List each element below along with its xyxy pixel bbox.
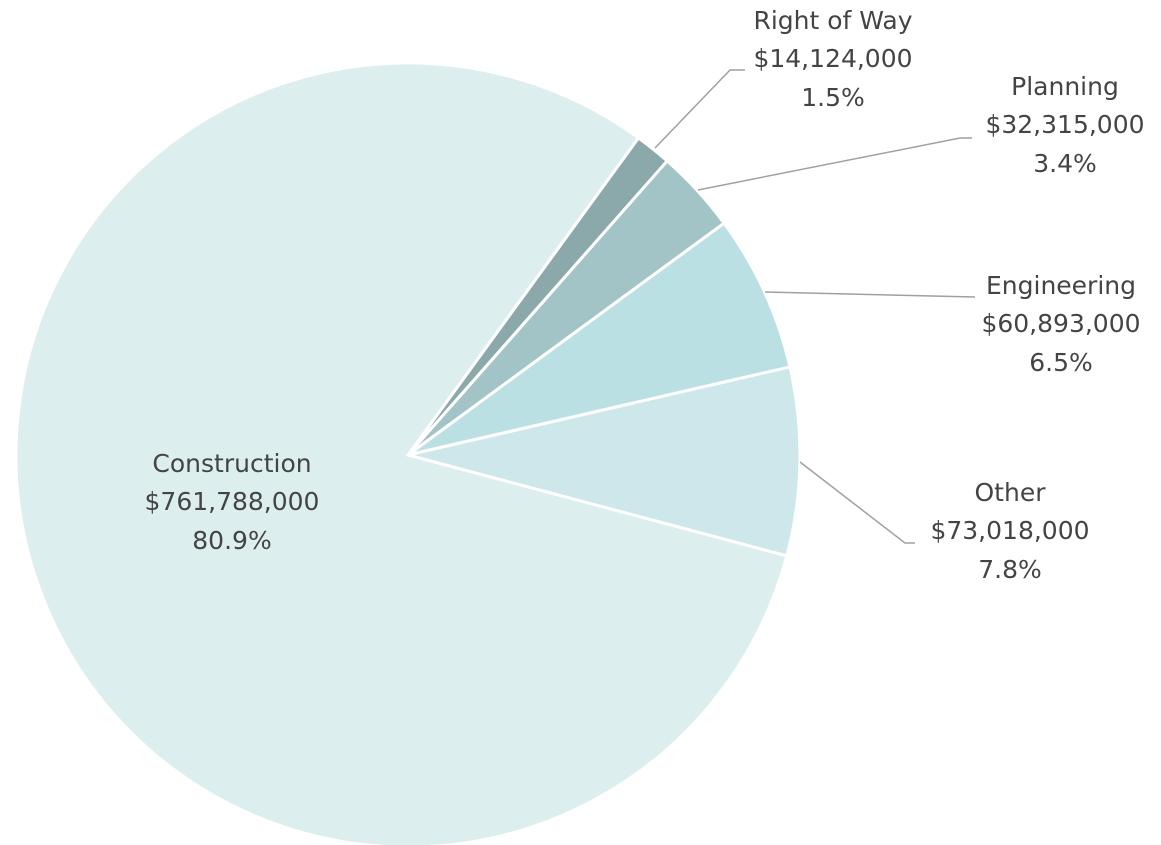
slice-label: Construction — [152, 449, 311, 478]
slice-value-label: $761,788,000 — [145, 487, 320, 516]
slice-percent-label: 3.4% — [1033, 149, 1097, 178]
slice-value-label: $32,315,000 — [985, 110, 1144, 139]
slice-percent-label: 7.8% — [978, 555, 1042, 584]
slice-value-label: $60,893,000 — [981, 309, 1140, 338]
slice-label: Other — [975, 478, 1047, 507]
slice-value-label: $73,018,000 — [930, 516, 1089, 545]
leader-line — [654, 69, 745, 149]
leader-line — [697, 137, 972, 191]
pie-slice — [407, 365, 802, 558]
leader-line — [764, 291, 976, 298]
pie-slice — [407, 221, 792, 457]
slice-percent-label: 6.5% — [1029, 348, 1093, 377]
pie-slice — [14, 61, 789, 845]
slice-value-label: $14,124,000 — [753, 44, 912, 73]
slice-percent-label: 80.9% — [192, 526, 271, 555]
slice-label: Engineering — [986, 271, 1136, 300]
leader-line — [799, 461, 915, 544]
slice-percent-label: 1.5% — [801, 83, 865, 112]
slice-label: Right of Way — [753, 6, 912, 35]
slice-label: Planning — [1011, 72, 1119, 101]
